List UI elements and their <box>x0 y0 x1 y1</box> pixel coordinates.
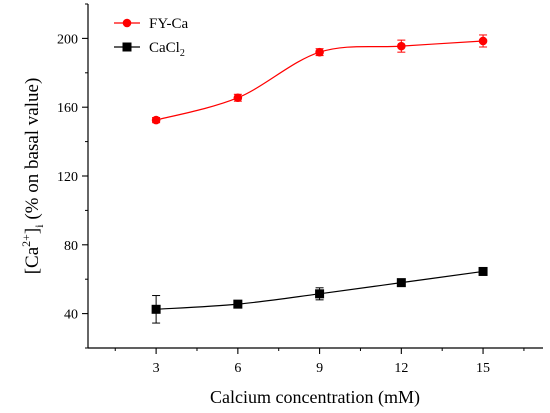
x-tick-label: 9 <box>316 361 323 376</box>
y-tick-label: 200 <box>57 32 78 47</box>
data-point <box>478 36 488 46</box>
x-tick-label: 6 <box>234 361 241 376</box>
x-tick-label: 15 <box>476 361 490 376</box>
x-axis-label: Calcium concentration (mM) <box>210 387 420 408</box>
y-axis-label-sup: 2+ <box>19 234 33 247</box>
series-layer <box>151 34 488 324</box>
y-tick-label: 40 <box>64 308 78 323</box>
legend-label-fy-ca: FY-Ca <box>149 16 189 32</box>
y-tick-label: 120 <box>57 170 78 185</box>
y-axis-label-part3: (% on basal value) <box>22 78 43 225</box>
legend-label-cacl2-main: CaCl <box>149 40 180 56</box>
data-point <box>151 304 161 314</box>
y-axis-label-part1: [Ca <box>22 246 43 274</box>
series-1 <box>151 266 488 324</box>
legend-marker-cacl2 <box>122 42 132 52</box>
data-point <box>397 41 406 51</box>
data-point <box>396 278 406 288</box>
series-0 <box>151 34 488 125</box>
data-point <box>233 93 243 103</box>
tick-group: 3 6 9 12 15 40 80 120 160 200 <box>57 3 525 376</box>
data-point <box>315 289 325 299</box>
y-axis-label-sub: i <box>32 224 46 228</box>
data-point <box>233 299 243 309</box>
x-tick-label: 12 <box>394 361 408 376</box>
legend-label-cacl2: CaCl2 <box>149 40 185 59</box>
y-axis-label: [Ca2+]i (% on basal value) <box>19 78 46 275</box>
y-tick-label: 160 <box>57 101 78 116</box>
legend-marker-fy-ca <box>122 18 132 28</box>
data-point <box>151 115 161 125</box>
data-point <box>315 47 324 57</box>
data-point <box>478 266 488 276</box>
y-tick-label: 80 <box>64 239 78 254</box>
legend-label-cacl2-sub: 2 <box>180 48 185 59</box>
y-axis-label-part2: ] <box>22 228 43 234</box>
x-tick-label: 3 <box>153 361 160 376</box>
legend: FY-Ca CaCl2 <box>114 16 189 59</box>
